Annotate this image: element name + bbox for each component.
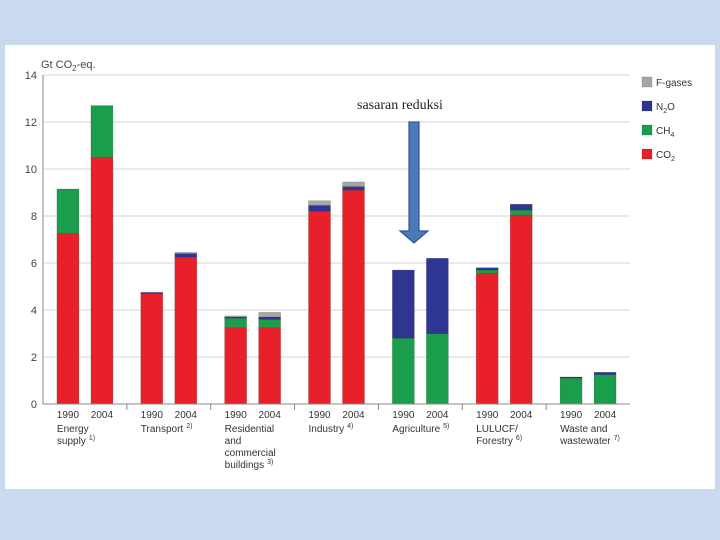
bar-segment-ch4 bbox=[258, 319, 281, 328]
bar-segment-co2 bbox=[174, 256, 198, 405]
category-label: commercial bbox=[225, 448, 276, 459]
bar-segment-n2o bbox=[426, 258, 449, 334]
y-tick-label: 8 bbox=[31, 211, 37, 223]
category-label: LULUCF/ bbox=[476, 424, 518, 435]
category-label: wastewater 7) bbox=[559, 435, 620, 447]
y-tick-label: 12 bbox=[25, 117, 37, 129]
bar-segment-ch4 bbox=[593, 374, 617, 405]
bar-segment-ch4 bbox=[90, 105, 114, 158]
x-year-label: 1990 bbox=[225, 410, 248, 421]
bar-segment-n2o bbox=[593, 372, 617, 375]
bar-segment-co2 bbox=[258, 327, 281, 405]
bar-segment-co2 bbox=[342, 189, 365, 405]
category-label: Energy bbox=[57, 424, 89, 435]
y-tick-label: 6 bbox=[31, 258, 37, 270]
category-label: Residential bbox=[225, 424, 274, 435]
x-year-label: 1990 bbox=[392, 410, 415, 421]
legend-label: CH4 bbox=[656, 126, 674, 139]
x-year-label: 1990 bbox=[476, 410, 499, 421]
x-year-label: 2004 bbox=[342, 410, 365, 421]
legend-label: F-gases bbox=[656, 78, 692, 89]
x-year-label: 2004 bbox=[91, 410, 114, 421]
bar-segment-co2 bbox=[224, 327, 247, 405]
category-label: Industry 4) bbox=[309, 423, 354, 435]
y-tick-label: 10 bbox=[25, 164, 37, 176]
bar-segment-ch4 bbox=[56, 188, 80, 234]
bar-segment-co2 bbox=[308, 211, 331, 405]
bar-segment-ch4 bbox=[475, 269, 499, 274]
bar-segment-ch4 bbox=[509, 209, 533, 216]
bar-segment-n2o bbox=[392, 269, 415, 339]
bar-segment-f-gases bbox=[174, 252, 198, 254]
category-label: Agriculture 5) bbox=[392, 423, 449, 435]
category-label: Waste and bbox=[560, 424, 607, 435]
x-year-label: 2004 bbox=[426, 410, 449, 421]
category-label: and bbox=[225, 436, 242, 447]
bar-segment-co2 bbox=[90, 157, 114, 405]
bar-segment-n2o bbox=[258, 316, 281, 320]
y-tick-label: 2 bbox=[31, 352, 37, 364]
legend-label: CO2 bbox=[656, 150, 675, 163]
slide-panel: 0 2 4 6 8 10 12 14 Gt CO2-eq. 1990 2004 1990 2004 19… bbox=[5, 45, 715, 489]
bar-segment-n2o bbox=[475, 267, 499, 271]
bar-segment-n2o bbox=[140, 292, 164, 294]
legend-swatch bbox=[641, 148, 653, 160]
legend-swatch bbox=[641, 76, 653, 88]
emissions-chart: 0 2 4 6 8 10 12 14 Gt CO2-eq. 1990 2004 1990 2004 19… bbox=[25, 59, 692, 471]
x-year-label: 1990 bbox=[57, 410, 80, 421]
x-year-label: 2004 bbox=[259, 410, 282, 421]
x-year-label: 1990 bbox=[560, 410, 583, 421]
bar-segment-f-gases bbox=[224, 315, 247, 318]
x-year-label: 1990 bbox=[308, 410, 331, 421]
legend-label: N2O bbox=[656, 102, 675, 115]
bar-segment-f-gases bbox=[342, 181, 365, 187]
x-year-label: 2004 bbox=[175, 410, 198, 421]
bar-segment-ch4 bbox=[559, 377, 583, 405]
bar-segment-f-gases bbox=[258, 312, 281, 318]
bar-segment-n2o bbox=[559, 376, 583, 379]
bar-segment-n2o bbox=[342, 186, 365, 191]
annotation-text: sasaran reduksi bbox=[357, 98, 443, 113]
category-label: Forestry 6) bbox=[476, 435, 522, 447]
bar-segment-n2o bbox=[509, 204, 533, 211]
bar-segment-co2 bbox=[509, 214, 533, 405]
legend-swatch bbox=[641, 100, 653, 112]
legend-swatch bbox=[641, 124, 653, 136]
bar-segment-f-gases bbox=[308, 200, 331, 206]
y-tick-label: 0 bbox=[31, 399, 37, 411]
bar-segment-co2 bbox=[140, 293, 164, 405]
down-arrow-icon bbox=[398, 121, 430, 244]
bar-segment-ch4 bbox=[392, 337, 415, 405]
category-label: buildings 3) bbox=[225, 459, 274, 471]
x-year-label: 1990 bbox=[141, 410, 164, 421]
category-label: supply 1) bbox=[57, 435, 95, 447]
y-tick-label: 14 bbox=[25, 70, 37, 82]
x-year-label: 2004 bbox=[594, 410, 617, 421]
bar-segment-n2o bbox=[308, 205, 331, 212]
y-axis-label: Gt CO2-eq. bbox=[41, 59, 96, 73]
y-tick-label: 4 bbox=[31, 305, 37, 317]
category-label: Transport 2) bbox=[141, 423, 193, 435]
bar-segment-n2o bbox=[174, 253, 198, 258]
bar-segment-co2 bbox=[475, 273, 499, 405]
x-year-label: 2004 bbox=[510, 410, 533, 421]
bar-segment-co2 bbox=[56, 233, 80, 405]
bar-segment-ch4 bbox=[224, 317, 247, 328]
bar-segment-ch4 bbox=[426, 333, 449, 405]
